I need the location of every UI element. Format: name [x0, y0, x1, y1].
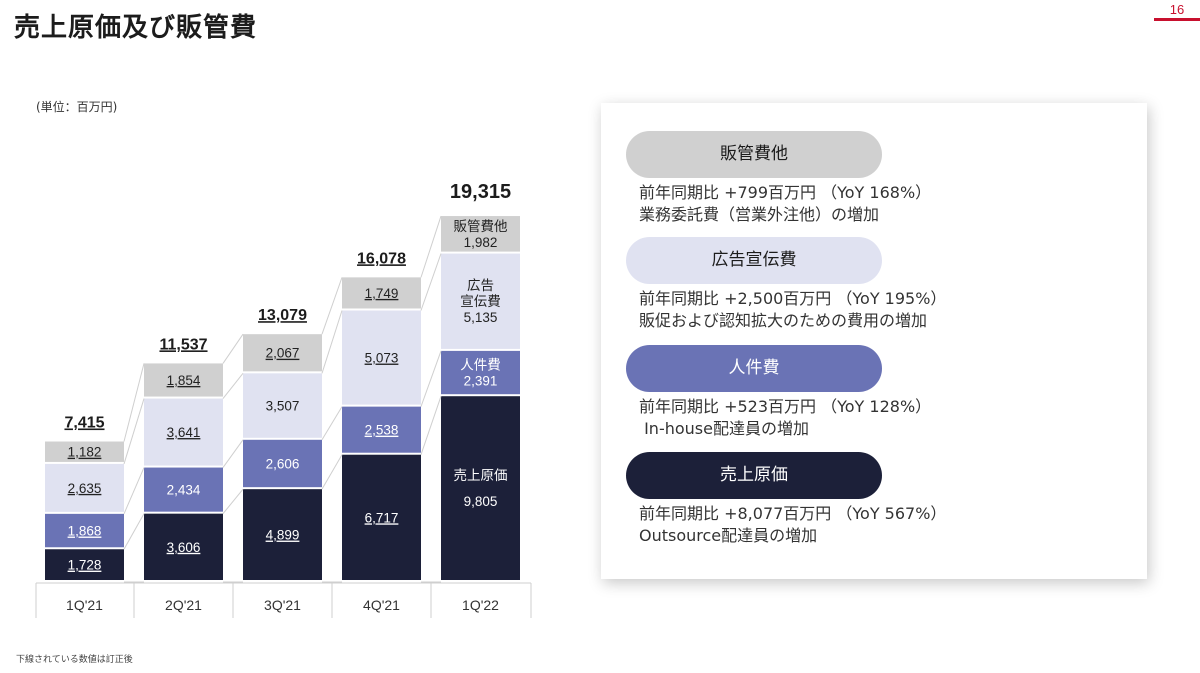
connector-line — [222, 439, 244, 468]
x-tick-label: 1Q'22 — [462, 597, 499, 613]
pill-personnel: 人件費 — [626, 345, 882, 392]
series-inline-label: 広告 — [467, 278, 494, 293]
bar-value-label: 1,868 — [68, 524, 102, 539]
bar-segment-cogs — [342, 454, 421, 580]
connector-line — [222, 333, 244, 364]
bar-value-label: 6,717 — [365, 510, 399, 525]
x-tick-label: 4Q'21 — [363, 597, 400, 613]
bar-value-label: 2,606 — [266, 456, 300, 471]
bar-segment-personnel — [144, 467, 223, 512]
bar-segment-advertising — [243, 373, 322, 438]
connector-line — [420, 396, 442, 455]
bar-segment-personnel — [243, 439, 322, 488]
connector-line — [222, 373, 244, 399]
pill-other-sga: 販管費他 — [626, 131, 882, 178]
x-tick-label: 3Q'21 — [264, 597, 301, 613]
bar-segment-personnel — [45, 513, 124, 548]
bar-total-label: 19,315 — [450, 181, 511, 203]
bar-segment-cogs — [45, 549, 124, 580]
bar-total-label: 16,078 — [357, 250, 406, 267]
bar-value-label: 2,391 — [464, 374, 498, 389]
desc-advertising-line1: 前年同期比 +2,500百万円 （YoY 195%） — [639, 289, 947, 308]
pill-cogs: 売上原価 — [626, 452, 882, 499]
desc-other-sga-line1: 前年同期比 +799百万円 （YoY 168%） — [639, 183, 932, 202]
bar-value-label: 4,899 — [266, 528, 300, 543]
connector-line — [123, 398, 145, 465]
bar-segment-advertising — [144, 398, 223, 466]
series-inline-label: 売上原価 — [454, 468, 508, 483]
bar-segment-other-sga — [441, 216, 520, 252]
bar-value-label: 1,749 — [365, 286, 399, 301]
bar-value-label: 1,854 — [167, 373, 201, 388]
bar-value-label: 3,606 — [167, 540, 201, 555]
bar-total-label: 7,415 — [64, 414, 104, 431]
bar-value-label: 1,982 — [464, 235, 498, 250]
pill-advertising: 広告宣伝費 — [626, 237, 882, 284]
desc-personnel: 前年同期比 +523百万円 （YoY 128%） In-house配達員の増加 — [639, 396, 931, 440]
bar-value-label: 3,507 — [266, 399, 300, 414]
page-title: 売上原価及び販管費 — [14, 13, 258, 43]
footnote: 下線されている数値は訂正後 — [16, 655, 133, 665]
page-number-underline — [1154, 18, 1200, 21]
desc-other-sga-line2: 業務委託費（営業外注他）の増加 — [639, 205, 880, 224]
desc-cogs-line1: 前年同期比 +8,077百万円 （YoY 567%） — [639, 504, 947, 523]
connector-line — [420, 350, 442, 407]
bar-value-label: 5,135 — [464, 310, 498, 325]
connector-line — [321, 310, 343, 374]
bar-value-label: 5,073 — [365, 351, 399, 366]
bar-value-label: 1,182 — [68, 445, 102, 460]
connector-line — [123, 467, 145, 515]
stacked-bar-chart: 1,728 1,868 2,635 1,182 7,415 1Q'21 3,606 2,434… — [35, 181, 532, 618]
desc-personnel-line1: 前年同期比 +523百万円 （YoY 128%） — [639, 397, 932, 416]
bar-segment-personnel — [342, 406, 421, 453]
desc-other-sga: 前年同期比 +799百万円 （YoY 168%） 業務委託費（営業外注他）の増加 — [639, 182, 931, 226]
bar-value-label: 2,434 — [167, 483, 201, 498]
breakdown-panel: 販管費他 前年同期比 +799百万円 （YoY 168%） 業務委託費（営業外注… — [601, 103, 1147, 579]
bar-value-label: 2,635 — [68, 481, 102, 496]
bar-segment-personnel — [441, 350, 520, 395]
bar-segment-cogs — [144, 513, 223, 580]
connector-line — [321, 406, 343, 441]
series-inline-label: 宣伝費 — [460, 294, 501, 309]
connector-line — [420, 215, 442, 278]
bar-value-label: 1,728 — [68, 558, 102, 573]
desc-advertising: 前年同期比 +2,500百万円 （YoY 195%） 販促および認知拡大のための… — [639, 288, 946, 332]
bar-value-label: 3,641 — [167, 425, 201, 440]
bar-segment-other-sga — [243, 334, 322, 372]
desc-cogs-line2: Outsource配達員の増加 — [639, 526, 818, 545]
connector-line — [420, 253, 442, 311]
series-inline-label: 販管費他 — [454, 219, 508, 234]
x-tick-label: 1Q'21 — [66, 597, 103, 613]
bar-total-label: 13,079 — [258, 307, 307, 324]
connector-line — [123, 513, 145, 550]
bar-segment-other-sga — [144, 363, 223, 397]
bar-segment-cogs — [243, 489, 322, 580]
page-number-text: 16 — [1169, 2, 1185, 17]
connector-line — [321, 277, 343, 335]
bar-value-label: 2,067 — [266, 346, 300, 361]
bar-segment-advertising — [45, 463, 124, 512]
bar-total-label: 11,537 — [159, 336, 207, 353]
series-inline-label: 人件費 — [460, 358, 501, 373]
bar-segment-cogs — [441, 396, 520, 580]
bar-segment-advertising — [342, 310, 421, 405]
bar-value-label: 2,538 — [365, 423, 399, 438]
desc-personnel-line2: In-house配達員の増加 — [639, 419, 809, 438]
page-number: 16 — [1154, 2, 1200, 21]
bar-segment-other-sga — [342, 277, 421, 309]
desc-advertising-line2: 販促および認知拡大のための費用の増加 — [639, 311, 928, 330]
connector-line — [321, 454, 343, 490]
x-tick-label: 2Q'21 — [165, 597, 202, 613]
connector-line — [222, 488, 244, 514]
bar-value-label: 9,805 — [464, 494, 498, 509]
bar-segment-other-sga — [45, 441, 124, 462]
unit-note: (単位：百万円) — [36, 100, 118, 114]
desc-cogs: 前年同期比 +8,077百万円 （YoY 567%） Outsource配達員の… — [639, 503, 946, 547]
bar-segment-advertising — [441, 253, 520, 349]
connector-line — [123, 363, 145, 442]
